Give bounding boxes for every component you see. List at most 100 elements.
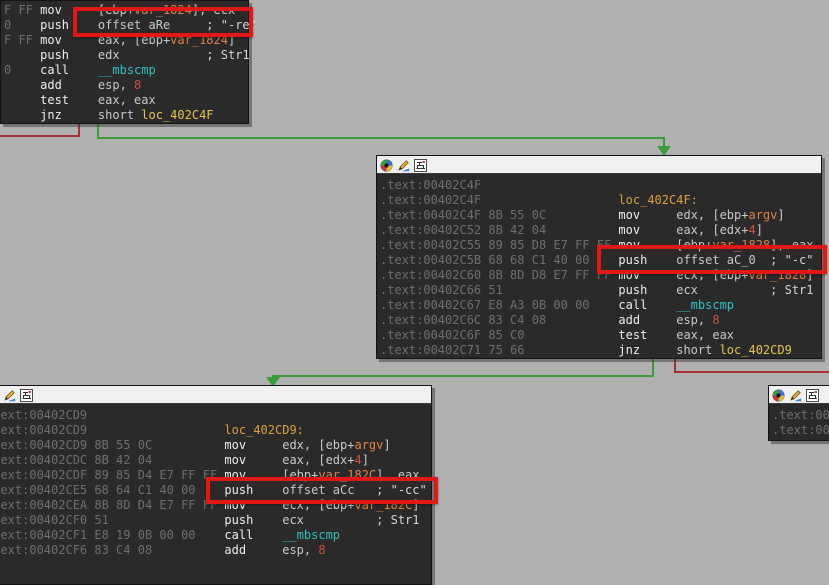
code-token: .text:00402CF1 E8 19 0B 00 00 bbox=[0, 528, 225, 542]
asm-line[interactable]: .text:00402C6C 83 C4 08 add esp, 8 bbox=[380, 313, 819, 328]
asm-line[interactable]: .text:00402C6F 85 C0 test eax, eax bbox=[380, 328, 819, 343]
asm-line[interactable]: .text:00402C55 89 85 D8 E7 FF FF mov [eb… bbox=[380, 238, 819, 253]
code-token: jnz bbox=[618, 343, 677, 357]
asm-line[interactable]: .text:00402CDF 89 85 D4 E7 FF FF mov [eb… bbox=[0, 468, 429, 483]
asm-line[interactable]: 0 call __mbscmp bbox=[4, 63, 246, 78]
code-token: ; "-c" bbox=[770, 253, 814, 267]
code-token: 4 bbox=[748, 223, 756, 237]
code-token: .text:00402C6C 83 C4 08 bbox=[380, 313, 619, 327]
block-loc-402CD9[interactable]: .text:00402CD9.text:00402CD9 loc_402CD9:… bbox=[0, 385, 432, 585]
code-token: push bbox=[618, 253, 677, 267]
asm-line[interactable]: .text:004 bbox=[772, 423, 829, 438]
code-token: ] bbox=[755, 223, 763, 237]
edit-icon[interactable] bbox=[789, 389, 802, 402]
asm-line[interactable]: .text:00402CE5 68 64 C1 40 00 push offse… bbox=[0, 483, 429, 498]
asm-line[interactable]: .text:00402CDC 8B 42 04 mov eax, [edx+4] bbox=[0, 453, 429, 468]
asm-line[interactable]: .text:00402C60 8B 8D D8 E7 FF FF mov ecx… bbox=[380, 268, 819, 283]
code-token: .text:00402CEA 8B 8D D4 E7 FF FF bbox=[0, 498, 225, 512]
block-cmp-re[interactable]: F FF mov [ebp+var_1824], ecx 0 push offse… bbox=[0, 0, 257, 125]
asm-line[interactable]: .text:00402CF1 E8 19 0B 00 00 call __mbs… bbox=[0, 528, 429, 543]
asm-line[interactable]: .text:00402CD9 bbox=[0, 408, 429, 423]
code-token: .text:00402CD9 bbox=[0, 423, 225, 437]
code-token: call bbox=[618, 298, 677, 312]
code-token bbox=[170, 18, 206, 32]
node-color-icon[interactable] bbox=[772, 389, 785, 402]
code-token: ecx, [ebp+ bbox=[282, 498, 355, 512]
code-token: .text:00402C52 8B 42 04 bbox=[380, 223, 619, 237]
code-token: mov bbox=[618, 238, 677, 252]
asm-code[interactable]: .text:004.text:004 bbox=[769, 404, 829, 440]
asm-line[interactable]: 0 push offset aRe ; "-re" bbox=[4, 18, 257, 33]
asm-line[interactable]: jnz short loc_402C4F bbox=[4, 108, 246, 123]
code-token: .text:00402CE5 68 64 C1 40 00 bbox=[0, 483, 225, 497]
code-token: ] bbox=[227, 33, 236, 47]
edge-green-to-402C4F bbox=[97, 122, 665, 147]
code-token: var_1824 bbox=[170, 33, 228, 47]
code-token: mov bbox=[618, 223, 677, 237]
asm-line[interactable]: add esp, 8 bbox=[4, 78, 246, 93]
graph-view-icon[interactable] bbox=[806, 388, 819, 402]
code-token: .text:004 bbox=[772, 408, 829, 422]
code-token: short bbox=[97, 108, 142, 122]
block-partial[interactable]: .text:004.text:004 bbox=[768, 385, 829, 441]
code-token: ] bbox=[412, 498, 420, 512]
code-token: 8 bbox=[134, 78, 142, 92]
asm-line[interactable]: push edx ; Str1 bbox=[4, 48, 250, 63]
edit-icon[interactable] bbox=[3, 389, 16, 402]
code-token: .text:00402C5B 68 68 C1 40 00 bbox=[380, 253, 619, 267]
asm-line[interactable]: F FF mov [ebp+var_1824], ecx bbox=[4, 3, 246, 18]
asm-line[interactable]: .text:00402C4F 8B 55 0C mov edx, [ebp+ar… bbox=[380, 208, 819, 223]
code-token: 0 bbox=[4, 18, 41, 32]
graph-view-icon[interactable] bbox=[414, 158, 427, 172]
code-token: offset aC_0 bbox=[676, 253, 756, 267]
code-token: eax, [edx+ bbox=[282, 453, 355, 467]
asm-code[interactable]: .text:00402C4F .text:00402C4F loc_402C4F:… bbox=[377, 174, 821, 360]
asm-line[interactable]: .text:00402C4F bbox=[380, 178, 819, 193]
block-titlebar[interactable] bbox=[0, 386, 431, 404]
code-token: push bbox=[618, 283, 677, 297]
code-token: jnz bbox=[40, 108, 98, 122]
code-token: add bbox=[40, 78, 98, 92]
node-color-icon[interactable] bbox=[380, 159, 393, 172]
code-token: push bbox=[224, 513, 283, 527]
code-token: ], eax bbox=[376, 468, 420, 482]
code-token: .text:004 bbox=[772, 423, 829, 437]
code-token: mov bbox=[618, 208, 677, 222]
asm-line[interactable]: .text:00402C71 75 66 jnz short loc_402CD… bbox=[380, 343, 819, 358]
asm-line[interactable]: .text:00402CD9 8B 55 0C mov edx, [ebp+ar… bbox=[0, 438, 429, 453]
code-token: argv bbox=[354, 438, 384, 452]
asm-code[interactable]: F FF mov [ebp+var_1824], ecx 0 push offse… bbox=[1, 1, 257, 125]
code-token: offset aRe bbox=[97, 18, 171, 32]
code-token bbox=[4, 108, 40, 122]
asm-line[interactable]: .text:00402CF0 51 push ecx ; Str1 bbox=[0, 513, 429, 528]
asm-line[interactable]: F FF mov eax, [ebp+var_1824] bbox=[4, 33, 246, 48]
asm-line[interactable]: test eax, eax bbox=[4, 93, 246, 108]
code-token: F FF bbox=[4, 33, 41, 47]
asm-line[interactable]: .text:004 bbox=[772, 408, 829, 423]
asm-line[interactable]: .text:00402C67 E8 A3 0B 00 00 call __mbs… bbox=[380, 298, 819, 313]
asm-line[interactable]: .text:00402CEA 8B 8D D4 E7 FF FF mov ecx… bbox=[0, 498, 429, 513]
asm-line[interactable]: .text:00402CF6 83 C4 08 add esp, 8 bbox=[0, 543, 429, 558]
edit-icon[interactable] bbox=[397, 159, 410, 172]
asm-line[interactable]: .text:00402C52 8B 42 04 mov eax, [edx+4] bbox=[380, 223, 819, 238]
asm-line[interactable]: .text:00402C5B 68 68 C1 40 00 push offse… bbox=[380, 253, 819, 268]
asm-line[interactable]: .text:00402C66 51 push ecx ; Str1 bbox=[380, 283, 819, 298]
code-token: mov bbox=[224, 468, 283, 482]
code-token: .text:00402CD9 bbox=[0, 408, 88, 422]
code-token: 0 bbox=[4, 63, 41, 77]
code-token: F FF bbox=[4, 3, 41, 17]
code-token: var_182C bbox=[354, 498, 413, 512]
code-token: short bbox=[676, 343, 720, 357]
block-titlebar[interactable] bbox=[769, 386, 829, 404]
code-token bbox=[354, 483, 376, 497]
asm-line[interactable]: .text:00402C4F loc_402C4F: bbox=[380, 193, 819, 208]
code-token: esp, bbox=[676, 313, 713, 327]
asm-code[interactable]: .text:00402CD9.text:00402CD9 loc_402CD9:… bbox=[0, 404, 431, 560]
block-titlebar[interactable] bbox=[377, 156, 821, 174]
asm-line[interactable]: .text:00402CD9 loc_402CD9: bbox=[0, 423, 429, 438]
block-loc-402C4F[interactable]: .text:00402C4F .text:00402C4F loc_402C4F:… bbox=[376, 155, 822, 359]
code-token: call bbox=[40, 63, 98, 77]
graph-view-icon[interactable] bbox=[20, 388, 33, 402]
code-token: .text:00402C67 E8 A3 0B 00 00 bbox=[380, 298, 619, 312]
